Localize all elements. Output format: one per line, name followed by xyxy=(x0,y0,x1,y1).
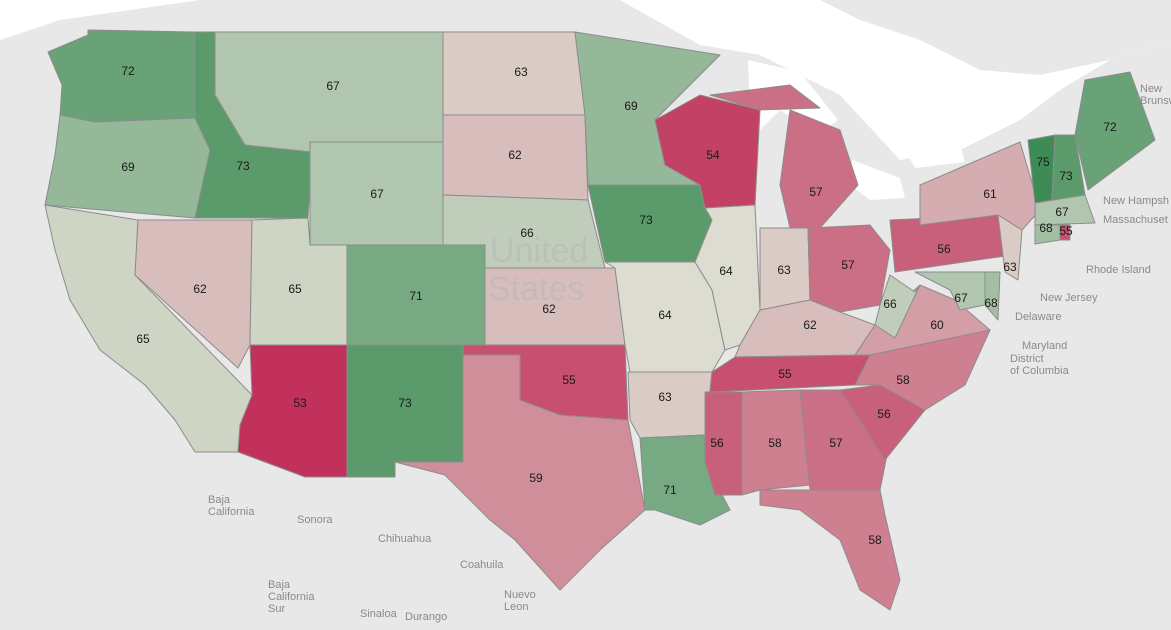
place-label-sinaloa: Sinaloa xyxy=(360,608,398,620)
value-label-ny: 61 xyxy=(983,187,997,201)
place-label-coahuila: Coahuila xyxy=(460,559,504,571)
state-me[interactable] xyxy=(1074,71,1156,191)
value-label-vt: 75 xyxy=(1036,155,1050,169)
place-label-baja-line-1: Baja xyxy=(208,494,231,506)
value-label-pa: 56 xyxy=(937,242,951,256)
watermark-line-1: United xyxy=(490,232,588,270)
country-watermark: United States xyxy=(488,232,588,308)
value-label-de: 68 xyxy=(984,296,998,310)
value-label-mo: 64 xyxy=(658,308,672,322)
watermark-line-2: States xyxy=(488,270,584,308)
value-label-wy: 67 xyxy=(370,187,384,201)
value-label-ks: 62 xyxy=(542,302,556,316)
value-label-la: 71 xyxy=(663,483,677,497)
place-label-newjersey: New Jersey xyxy=(1040,292,1098,304)
state-il[interactable] xyxy=(694,204,761,351)
value-labels-layer: 72 69 65 73 62 65 53 67 67 71 73 63 62 66 62 55 59 69 73 64… xyxy=(121,64,1117,547)
place-label-nuevoleon-line-1: Nuevo xyxy=(504,589,536,601)
value-label-sd: 62 xyxy=(508,148,522,162)
place-label-newbrun-line-1: New xyxy=(1140,83,1162,95)
value-label-nj: 63 xyxy=(1003,260,1017,274)
value-label-fl: 58 xyxy=(868,533,882,547)
value-label-nc: 58 xyxy=(896,373,910,387)
value-label-sc: 56 xyxy=(877,407,891,421)
value-label-mt: 67 xyxy=(326,79,340,93)
value-label-id: 73 xyxy=(236,159,250,173)
value-label-tn: 55 xyxy=(778,367,792,381)
value-label-ia: 73 xyxy=(639,213,653,227)
place-label-baja-line-2: California xyxy=(208,506,255,518)
value-label-md: 67 xyxy=(954,291,968,305)
value-label-wv: 66 xyxy=(883,297,897,311)
state-md[interactable] xyxy=(914,271,986,311)
state-fl[interactable] xyxy=(759,489,901,611)
lake xyxy=(850,160,905,200)
place-label-rhode: Rhode Island xyxy=(1086,264,1151,276)
value-label-ga: 57 xyxy=(829,436,843,450)
value-label-ca: 65 xyxy=(136,332,150,346)
value-label-co: 71 xyxy=(409,289,423,303)
value-label-mn: 69 xyxy=(624,99,638,113)
value-label-ms: 56 xyxy=(710,436,724,450)
value-label-me: 72 xyxy=(1103,120,1117,134)
value-label-ct: 68 xyxy=(1039,221,1053,235)
value-label-in: 63 xyxy=(777,263,791,277)
place-label-mass: Massachuset xyxy=(1103,214,1168,226)
state-tx[interactable] xyxy=(394,354,646,591)
value-label-nd: 63 xyxy=(514,65,528,79)
value-label-va: 60 xyxy=(930,318,944,332)
value-label-ne: 66 xyxy=(520,226,534,240)
place-label-bajasur-line-3: Sur xyxy=(268,603,285,615)
states-layer[interactable] xyxy=(44,29,1156,611)
value-label-mi: 57 xyxy=(809,185,823,199)
value-label-nv: 62 xyxy=(193,282,207,296)
place-label-bajasur-line-2: California xyxy=(268,591,315,603)
place-label-newbrun-line-2: Brunsw xyxy=(1140,95,1171,107)
value-label-al: 58 xyxy=(768,436,782,450)
value-label-wi: 54 xyxy=(706,148,720,162)
value-label-wa: 72 xyxy=(121,64,135,78)
value-label-az: 53 xyxy=(293,396,307,410)
place-label-newhamp: New Hampsh xyxy=(1103,195,1169,207)
state-al[interactable] xyxy=(741,389,811,496)
place-label-chihuahua: Chihuahua xyxy=(378,533,432,545)
state-ri[interactable] xyxy=(1059,224,1071,241)
value-label-ar: 63 xyxy=(658,390,672,404)
place-label-durango: Durango xyxy=(405,611,447,623)
place-label-dc-line-1: District xyxy=(1010,353,1044,365)
place-label-delaware: Delaware xyxy=(1015,311,1061,323)
landmass xyxy=(820,0,1171,75)
value-label-ut: 65 xyxy=(288,282,302,296)
place-labels-layer: BajaCaliforniaSonoraChihuahuaCoahuilaNue… xyxy=(208,83,1171,623)
value-label-ri: 55 xyxy=(1059,224,1073,238)
value-label-or: 69 xyxy=(121,160,135,174)
value-label-ok: 55 xyxy=(562,373,576,387)
place-label-sonora: Sonora xyxy=(297,514,333,526)
state-wv[interactable] xyxy=(874,274,921,339)
value-label-oh: 57 xyxy=(841,258,855,272)
value-label-ky: 62 xyxy=(803,318,817,332)
place-label-bajasur-line-1: Baja xyxy=(268,579,291,591)
place-label-nuevoleon-line-2: Leon xyxy=(504,601,528,613)
place-label-dc-line-2: of Columbia xyxy=(1010,365,1070,377)
value-label-il: 64 xyxy=(719,264,733,278)
value-label-tx: 59 xyxy=(529,471,543,485)
state-ms[interactable] xyxy=(704,391,743,496)
state-ma[interactable] xyxy=(1034,194,1096,226)
value-label-ma: 67 xyxy=(1055,205,1069,219)
lake xyxy=(905,145,965,168)
state-nv[interactable] xyxy=(134,219,253,369)
state-ar[interactable] xyxy=(627,371,713,439)
value-label-nh: 73 xyxy=(1059,169,1073,183)
value-label-nm: 73 xyxy=(398,396,412,410)
state-nj[interactable] xyxy=(997,214,1023,281)
state-nm[interactable] xyxy=(346,344,464,478)
place-label-maryland: Maryland xyxy=(1022,340,1067,352)
state-az[interactable] xyxy=(237,344,348,478)
